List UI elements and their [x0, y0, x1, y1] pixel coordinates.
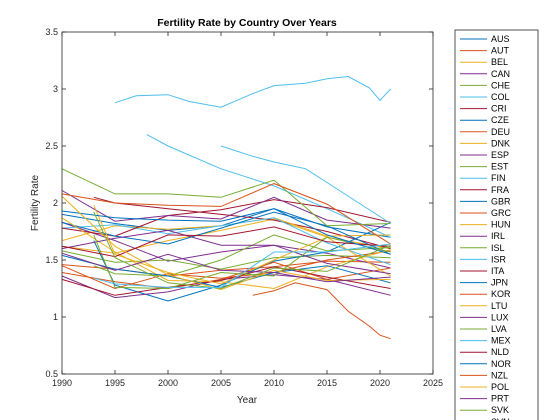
- series-line-can: [61, 221, 391, 269]
- legend-label-prt: PRT: [491, 394, 509, 404]
- series-layer: [61, 75, 391, 340]
- legend-label-grc: GRC: [491, 208, 512, 218]
- series-line-est: [93, 234, 391, 277]
- legend-label-esp: ESP: [491, 150, 509, 160]
- x-tick-label: 2005: [211, 378, 231, 388]
- legend-label-aus: AUS: [491, 34, 510, 44]
- series-line-pol: [61, 195, 391, 291]
- series-line-col: [146, 134, 391, 238]
- x-tick-label: 2000: [158, 378, 178, 388]
- x-tick-label: 2020: [370, 378, 390, 388]
- legend-label-ita: ITA: [491, 266, 504, 276]
- legend-label-nld: NLD: [491, 347, 510, 357]
- series-line-hun: [61, 217, 391, 290]
- legend-label-lux: LUX: [491, 312, 509, 322]
- legend-label-can: CAN: [491, 69, 510, 79]
- legend-label-fin: FIN: [491, 173, 506, 183]
- legend-label-jpn: JPN: [491, 278, 508, 288]
- y-tick-label: 3: [53, 84, 58, 94]
- legend-label-cze: CZE: [491, 115, 509, 125]
- legend-label-ltu: LTU: [491, 301, 507, 311]
- y-tick-label: 1.5: [45, 255, 58, 265]
- series-line-fin: [61, 217, 391, 266]
- y-tick-label: 3.5: [45, 27, 58, 37]
- legend-label-hun: HUN: [491, 220, 511, 230]
- series-line-svk: [93, 211, 391, 290]
- x-tick-label: 2015: [317, 378, 337, 388]
- legend-label-che: CHE: [491, 80, 510, 90]
- series-line-lux: [61, 229, 391, 275]
- y-axis-label: Fertility Rate: [30, 175, 41, 232]
- legend-label-mex: MEX: [491, 336, 511, 346]
- legend-label-aut: AUT: [491, 46, 510, 56]
- legend-label-pol: POL: [491, 382, 509, 392]
- series-line-grc: [61, 261, 391, 290]
- x-axis-label: Year: [237, 395, 258, 406]
- legend-label-isr: ISR: [491, 254, 507, 264]
- series-line-isr: [114, 75, 391, 108]
- legend-label-nzl: NZL: [491, 370, 508, 380]
- chart-title: Fertility Rate by Country Over Years: [157, 17, 337, 29]
- y-tick-label: 2: [53, 198, 58, 208]
- legend-label-deu: DEU: [491, 127, 510, 137]
- legend-label-fra: FRA: [491, 185, 509, 195]
- series-line-nzl: [61, 183, 391, 245]
- series-line-isl: [61, 168, 391, 227]
- legend-label-isl: ISL: [491, 243, 505, 253]
- legend-label-nor: NOR: [491, 359, 512, 369]
- x-tick-label: 2010: [264, 378, 284, 388]
- axes-layer: 1990 1995 2000 2005 2010 2015 2020 2025 0.5 1 1.5 2…: [45, 27, 443, 388]
- series-line-deu: [61, 250, 391, 290]
- x-tick-label: 1990: [52, 378, 72, 388]
- series-line-lva: [93, 234, 391, 290]
- legend-label-svn: SVN: [491, 417, 510, 420]
- y-tick-label: 1: [53, 312, 58, 322]
- series-line-ita: [61, 266, 391, 296]
- x-tick-label: 1995: [105, 378, 125, 388]
- x-tick-label: 2025: [423, 378, 443, 388]
- series-line-nor: [61, 208, 391, 255]
- series-line-svn: [93, 243, 391, 288]
- series-line-irl: [61, 190, 391, 229]
- legend-label-col: COL: [491, 92, 510, 102]
- legend-label-gbr: GBR: [491, 196, 511, 206]
- y-tick-label: 2.5: [45, 141, 58, 151]
- legend-label-bel: BEL: [491, 57, 508, 67]
- series-line-mex: [220, 145, 391, 224]
- y-tick-label: 0.5: [45, 369, 58, 379]
- legend-label-irl: IRL: [491, 231, 505, 241]
- legend-label-est: EST: [491, 162, 509, 172]
- series-line-che: [61, 250, 391, 270]
- legend-label-svk: SVK: [491, 405, 509, 415]
- legend-label-kor: KOR: [491, 289, 511, 299]
- series-line-kor: [252, 282, 391, 340]
- legend-label-dnk: DNK: [491, 138, 510, 148]
- series-line-prt: [61, 252, 391, 283]
- legend-label-lva: LVA: [491, 324, 507, 334]
- legend-label-cri: CRI: [491, 104, 507, 114]
